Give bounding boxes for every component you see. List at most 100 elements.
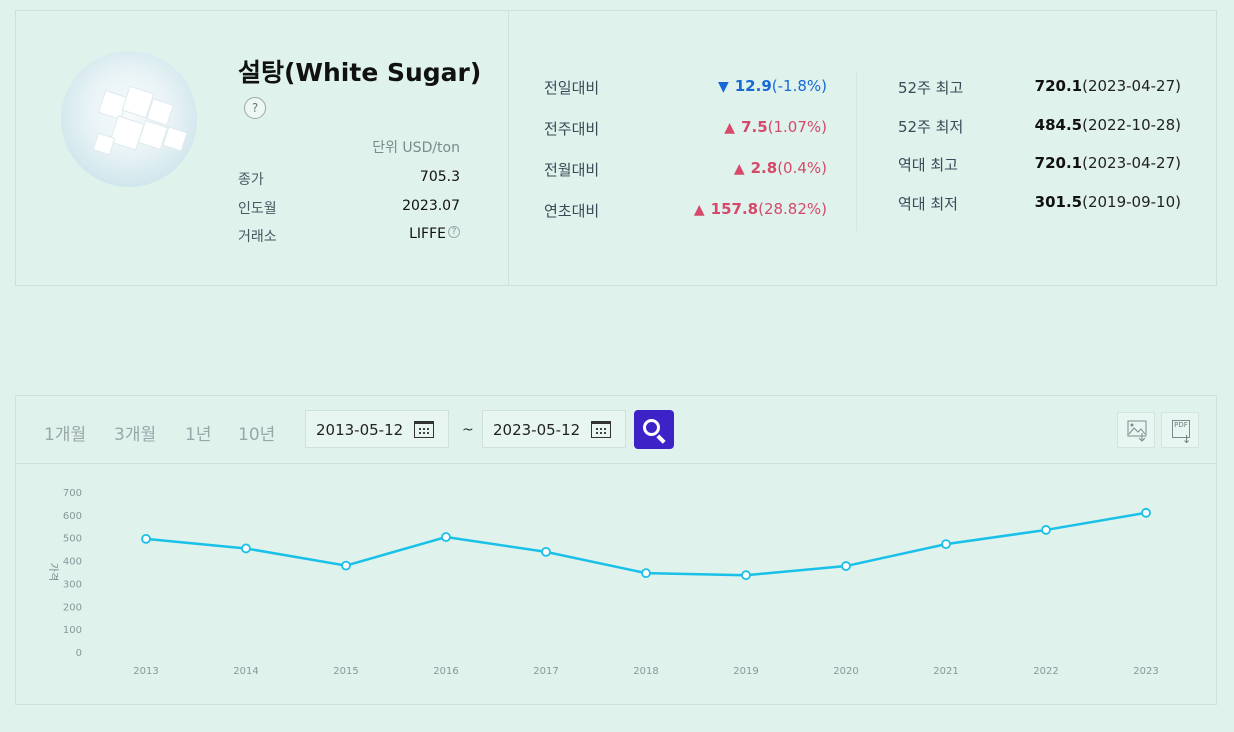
comparison-row: 전일대비 ▼ 12.9(-1.8%) bbox=[544, 77, 827, 99]
arrow-down-icon: ▼ bbox=[717, 79, 729, 95]
y-tick-label: 400 bbox=[63, 557, 82, 568]
arrow-up-icon: ▲ bbox=[693, 202, 705, 218]
chart-panel: 1개월 3개월 1년 10년 2013-05-12 ~ 2023-05-12 bbox=[15, 395, 1217, 705]
stat-date: (2019-09-10) bbox=[1082, 193, 1181, 211]
stat-value: 720.1(2023-04-27) bbox=[1035, 154, 1181, 172]
x-tick-label: 2019 bbox=[733, 666, 758, 677]
period-1-month-button[interactable]: 1개월 bbox=[44, 425, 87, 445]
data-point[interactable] bbox=[741, 570, 751, 581]
data-point[interactable] bbox=[341, 560, 351, 571]
stat-value: 484.5(2022-10-28) bbox=[1035, 116, 1181, 134]
y-tick-label: 200 bbox=[63, 602, 82, 613]
y-axis-label: 가격 bbox=[47, 563, 60, 581]
y-tick-label: 300 bbox=[63, 579, 82, 590]
stat-price: 720.1 bbox=[1034, 154, 1083, 172]
info-row-delivery: 인도월 2023.07 bbox=[238, 198, 460, 218]
pdf-download-button[interactable]: PDF ↓ bbox=[1161, 412, 1199, 448]
help-icon[interactable]: ? bbox=[244, 97, 266, 119]
comparison-label: 전주대비 bbox=[544, 120, 600, 138]
x-tick-label: 2013 bbox=[133, 666, 158, 677]
change-value: 7.5 bbox=[741, 118, 768, 136]
data-point[interactable] bbox=[141, 533, 151, 544]
comparison-value: ▲ 157.8(28.82%) bbox=[694, 200, 827, 218]
data-point[interactable] bbox=[841, 561, 851, 571]
period-3-months-button[interactable]: 3개월 bbox=[114, 425, 157, 445]
divider bbox=[856, 71, 857, 231]
x-tick-label: 2023 bbox=[1133, 666, 1158, 677]
x-tick-label: 2016 bbox=[433, 666, 458, 677]
change-value: 12.9 bbox=[734, 77, 772, 95]
info-row-close: 종가 705.3 bbox=[238, 169, 460, 189]
info-panel: 설탕(White Sugar) ? 단위 USD/ton 종가 705.3 인도… bbox=[15, 10, 1217, 286]
comparison-value: ▲ 2.8(0.4%) bbox=[734, 159, 827, 177]
data-point[interactable] bbox=[241, 543, 251, 554]
search-button[interactable] bbox=[634, 410, 674, 449]
sugar-image bbox=[61, 51, 197, 187]
stat-value: 301.5(2019-09-10) bbox=[1035, 193, 1181, 211]
comparison-row: 전월대비 ▲ 2.8(0.4%) bbox=[544, 159, 827, 181]
info-value: LIFFE? bbox=[409, 226, 460, 242]
stat-date: (2023-04-27) bbox=[1082, 154, 1181, 172]
search-icon bbox=[643, 419, 660, 436]
product-title: 설탕(White Sugar) bbox=[238, 58, 482, 87]
chart-toolbar: 1개월 3개월 1년 10년 2013-05-12 ~ 2023-05-12 bbox=[16, 396, 1216, 464]
period-10-years-button[interactable]: 10년 bbox=[238, 425, 276, 445]
comparison-value: ▼ 12.9(-1.8%) bbox=[718, 77, 827, 95]
arrow-up-icon: ▲ bbox=[733, 161, 745, 177]
pdf-download-icon: PDF bbox=[1172, 420, 1190, 438]
image-download-button[interactable] bbox=[1117, 412, 1155, 448]
info-label: 인도월 bbox=[238, 201, 277, 217]
product-summary: 설탕(White Sugar) ? 단위 USD/ton 종가 705.3 인도… bbox=[16, 11, 509, 285]
data-point[interactable] bbox=[1141, 507, 1151, 518]
data-point[interactable] bbox=[441, 532, 451, 542]
comparison-value: ▲ 7.5(1.07%) bbox=[724, 118, 827, 136]
stat-row: 52주 최저 484.5(2022-10-28) bbox=[898, 116, 1181, 138]
data-point[interactable] bbox=[641, 568, 651, 579]
x-tick-label: 2018 bbox=[633, 666, 658, 677]
stat-price: 484.5 bbox=[1034, 116, 1083, 134]
info-row-exchange: 거래소 LIFFE? bbox=[238, 226, 460, 246]
data-point[interactable] bbox=[541, 546, 551, 557]
stat-date: (2022-10-28) bbox=[1082, 116, 1181, 134]
comparison-row: 전주대비 ▲ 7.5(1.07%) bbox=[544, 118, 827, 140]
start-date-field[interactable]: 2013-05-12 bbox=[305, 410, 449, 448]
change-value: 157.8 bbox=[710, 200, 759, 218]
comparison-label: 연초대비 bbox=[544, 202, 600, 220]
y-tick-label: 700 bbox=[63, 488, 82, 499]
comparison-label: 전일대비 bbox=[544, 79, 600, 97]
change-percent: (0.4%) bbox=[777, 159, 827, 177]
end-date-field[interactable]: 2023-05-12 bbox=[482, 410, 626, 448]
data-point[interactable] bbox=[941, 539, 951, 550]
exchange-name: LIFFE bbox=[409, 226, 446, 242]
data-point[interactable] bbox=[1041, 525, 1051, 535]
info-label: 종가 bbox=[238, 172, 264, 188]
data-points bbox=[141, 507, 1151, 581]
comparison-row: 연초대비 ▲ 157.8(28.82%) bbox=[544, 200, 827, 222]
y-tick-label: 500 bbox=[63, 534, 82, 545]
end-date-value: 2023-05-12 bbox=[493, 421, 581, 439]
change-percent: (1.07%) bbox=[767, 118, 827, 136]
change-value: 2.8 bbox=[750, 159, 778, 177]
x-tick-label: 2020 bbox=[833, 666, 858, 677]
arrow-up-icon: ▲ bbox=[724, 120, 736, 136]
change-percent: (28.82%) bbox=[758, 200, 827, 218]
exchange-help-icon[interactable]: ? bbox=[448, 226, 460, 238]
stat-label: 52주 최고 bbox=[898, 79, 964, 97]
stat-value: 720.1(2023-04-27) bbox=[1035, 77, 1181, 95]
stat-price: 720.1 bbox=[1034, 77, 1083, 95]
stat-label: 역대 최고 bbox=[898, 156, 958, 174]
stat-price: 301.5 bbox=[1034, 193, 1083, 211]
stat-label: 역대 최저 bbox=[898, 195, 958, 213]
stat-row: 역대 최저 301.5(2019-09-10) bbox=[898, 193, 1181, 215]
start-date-value: 2013-05-12 bbox=[316, 421, 404, 439]
y-tick-label: 100 bbox=[63, 625, 82, 636]
change-percent: (-1.8%) bbox=[771, 77, 827, 95]
stat-row: 52주 최고 720.1(2023-04-27) bbox=[898, 77, 1181, 99]
x-tick-label: 2015 bbox=[333, 666, 358, 677]
period-1-year-button[interactable]: 1년 bbox=[185, 425, 212, 445]
series-line bbox=[145, 511, 1147, 577]
calendar-icon[interactable] bbox=[414, 421, 434, 438]
y-tick-label: 0 bbox=[76, 648, 82, 659]
calendar-icon[interactable] bbox=[591, 421, 611, 438]
